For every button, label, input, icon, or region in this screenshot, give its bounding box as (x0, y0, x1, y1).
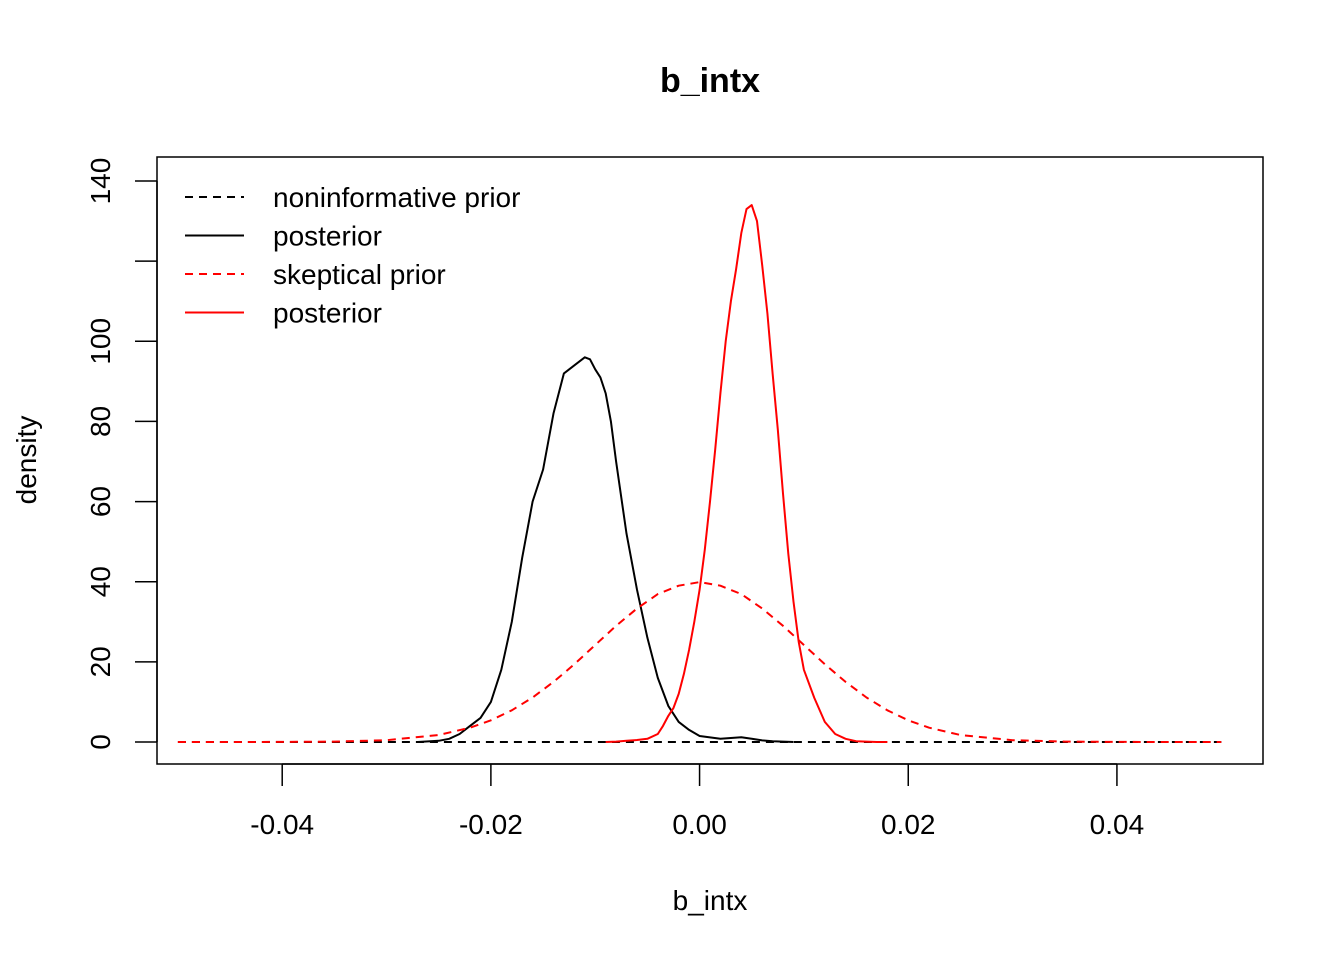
legend-label: posterior (273, 298, 382, 329)
x-tick-label: -0.04 (250, 809, 314, 840)
x-axis-label: b_intx (673, 885, 748, 916)
chart-title: b_intx (660, 62, 760, 100)
x-tick-label: 0.02 (881, 809, 936, 840)
y-axis: 0 20 40 60 80 100 140 (85, 158, 158, 750)
legend: noninformative prior posterior skeptical p… (185, 182, 520, 329)
y-tick-label: 20 (85, 646, 116, 677)
legend-label: posterior (273, 221, 382, 252)
y-tick-label: 60 (85, 486, 116, 517)
x-axis: -0.04 -0.02 0.00 0.02 0.04 (250, 763, 1145, 840)
series-layer (177, 204, 1222, 743)
y-tick-label: 0 (85, 734, 116, 750)
x-tick-label: -0.02 (459, 809, 523, 840)
x-tick-label: 0.04 (1090, 809, 1145, 840)
series-line-3-posterior (605, 204, 888, 743)
series-line-1-posterior (417, 356, 794, 743)
y-tick-label: 40 (85, 566, 116, 597)
y-tick-label: 140 (85, 158, 116, 205)
legend-label: skeptical prior (273, 259, 446, 290)
legend-label: noninformative prior (273, 182, 520, 213)
x-tick-label: 0.00 (672, 809, 727, 840)
series-line-2-skeptical-prior (177, 581, 1222, 743)
y-axis-label: density (11, 416, 42, 505)
y-tick-label: 100 (85, 318, 116, 365)
y-tick-label: 80 (85, 406, 116, 437)
